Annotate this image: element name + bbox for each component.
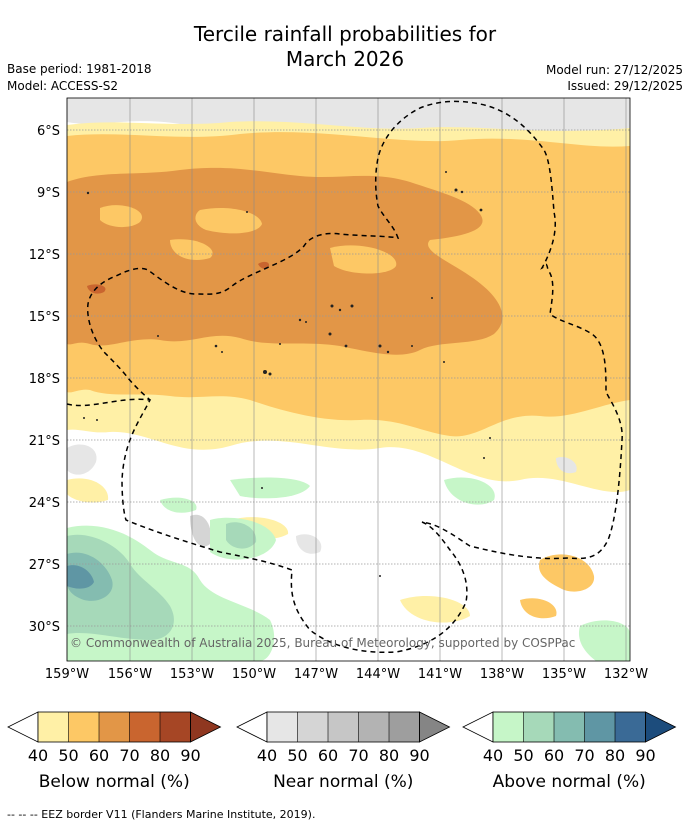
colorbar-tick-label: 50 — [513, 746, 533, 765]
colorbar-tick-label: 90 — [180, 746, 200, 765]
colorbar-segment — [267, 712, 298, 742]
base-period: Base period: 1981-2018 — [7, 62, 152, 76]
colorbar-outline — [266, 711, 420, 743]
colorbar-title: Below normal (%) — [39, 772, 190, 792]
colorbar-tick-label: 70 — [574, 746, 594, 765]
colorbar-extend-low — [462, 711, 494, 743]
colorbar-segment — [38, 712, 69, 742]
lat-label: 27°S — [29, 558, 60, 573]
colorbar-legends: 40 50 60 70 80 90 Below normal (%) 40 50 60 70 80 90… — [7, 711, 677, 792]
colorbar-2: 40 50 60 70 80 90 Near normal (%) — [236, 711, 451, 792]
colorbar-extend-low — [236, 711, 268, 743]
colorbar-segment — [523, 712, 554, 742]
colorbar-segment — [493, 712, 524, 742]
colorbar-extend-high — [645, 711, 677, 743]
colorbar-tick-label: 60 — [544, 746, 564, 765]
colorbar-tick-label: 40 — [483, 746, 503, 765]
colorbar-tick-label: 80 — [605, 746, 625, 765]
copyright-notice: © Commonwealth of Australia 2025, Bureau… — [70, 636, 575, 650]
colorbar-outline — [37, 711, 191, 743]
lon-label: 150°W — [232, 667, 276, 682]
longitude-labels: 159°W 156°W 153°W 150°W 147°W 144°W 141°… — [45, 667, 648, 682]
model-name: Model: ACCESS-S2 — [7, 79, 119, 93]
colorbar-tick-label: 70 — [119, 746, 139, 765]
gridlines — [67, 129, 630, 627]
colorbar-segment — [584, 712, 615, 742]
lon-label: 159°W — [45, 667, 89, 682]
colorbar-tick-label: 90 — [635, 746, 655, 765]
colorbar-extend-high — [419, 711, 451, 743]
issued-date: Issued: 29/12/2025 — [567, 79, 683, 93]
model-run: Model run: 27/12/2025 — [545, 63, 683, 77]
islands — [83, 171, 491, 577]
colorbar-3: 40 50 60 70 80 90 Above normal (%) — [462, 711, 677, 792]
lon-label: 132°W — [604, 667, 648, 682]
colorbar-segment — [68, 712, 99, 742]
colorbar-tick-label: 50 — [287, 746, 307, 765]
eez-borders — [66, 100, 623, 654]
title-line-2: March 2026 — [285, 47, 405, 71]
colorbar-tick-label: 60 — [318, 746, 338, 765]
lat-label: 12°S — [29, 248, 60, 263]
colorbar-segment — [160, 712, 191, 742]
lon-label: 141°W — [418, 667, 462, 682]
colorbar-tick-label: 40 — [257, 746, 277, 765]
colorbar-tick-label: 50 — [58, 746, 78, 765]
lon-label: 147°W — [294, 667, 338, 682]
colorbar-segment — [615, 712, 646, 742]
probability-field — [67, 98, 630, 661]
colorbar-title: Above normal (%) — [493, 772, 646, 792]
title-line-1: Tercile rainfall probabilities for — [193, 22, 497, 46]
colorbar-tick-label: 80 — [379, 746, 399, 765]
colorbar-title: Near normal (%) — [273, 772, 413, 792]
latitude-labels: 6°S 9°S 12°S 15°S 18°S 21°S 24°S 27°S 30… — [29, 124, 60, 635]
colorbar-segment — [554, 712, 585, 742]
below-normal-60-area — [67, 167, 503, 355]
lon-label: 135°W — [542, 667, 586, 682]
colorbar-segment — [389, 712, 420, 742]
colorbar-tick-label: 40 — [28, 746, 48, 765]
lat-label: 18°S — [29, 372, 60, 387]
above-normal-70-area — [67, 565, 94, 589]
lon-label: 138°W — [480, 667, 524, 682]
lat-label: 6°S — [37, 124, 60, 139]
lon-label: 144°W — [356, 667, 400, 682]
colorbar-1: 40 50 60 70 80 90 Below normal (%) — [7, 711, 222, 792]
colorbar-segment — [129, 712, 160, 742]
map-border — [66, 97, 631, 662]
colorbar-segment — [358, 712, 389, 742]
colorbar-segment — [328, 712, 359, 742]
lat-label: 21°S — [29, 434, 60, 449]
colorbar-tick-label: 60 — [89, 746, 109, 765]
colorbar-outline — [492, 711, 646, 743]
colorbar-tick-label: 70 — [348, 746, 368, 765]
title: Tercile rainfall probabilities for March… — [0, 22, 690, 72]
lon-label: 153°W — [170, 667, 214, 682]
colorbar-segment — [297, 712, 328, 742]
lat-label: 9°S — [37, 186, 60, 201]
lon-label: 156°W — [108, 667, 152, 682]
eez-footnote: -- -- -- EEZ border V11 (Flanders Marine… — [7, 808, 316, 821]
lat-label: 24°S — [29, 496, 60, 511]
lat-label: 15°S — [29, 310, 60, 325]
colorbar-tick-label: 80 — [150, 746, 170, 765]
lat-label: 30°S — [29, 620, 60, 635]
map-figure: © Commonwealth of Australia 2025, Bureau… — [7, 97, 677, 792]
colorbar-segment — [99, 712, 130, 742]
colorbar-extend-high — [190, 711, 222, 743]
colorbar-tick-label: 90 — [409, 746, 429, 765]
colorbar-extend-low — [7, 711, 39, 743]
